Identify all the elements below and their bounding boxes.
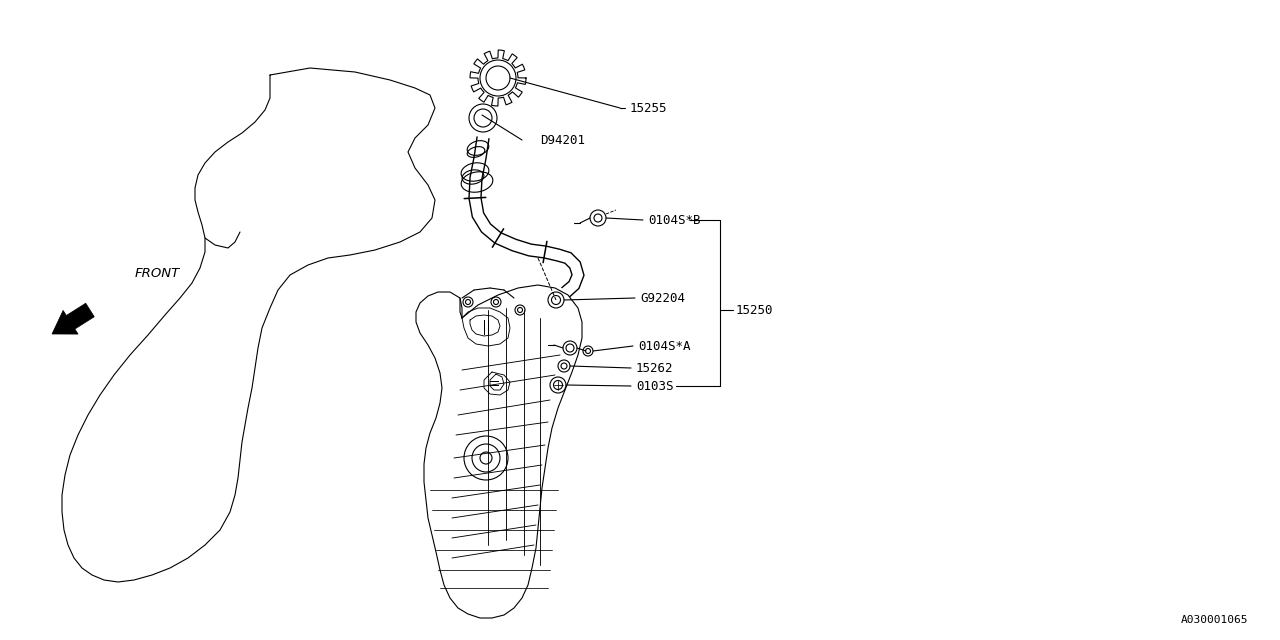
Text: FRONT: FRONT [134,267,180,280]
Text: A030001065: A030001065 [1180,615,1248,625]
Text: 15250: 15250 [736,303,773,317]
Text: 15255: 15255 [630,102,667,115]
Text: 15262: 15262 [636,362,673,374]
FancyArrow shape [52,303,95,334]
Text: 0104S*B: 0104S*B [648,214,700,227]
Text: 0104S*A: 0104S*A [637,339,690,353]
Text: 0103S: 0103S [636,380,673,392]
Text: G92204: G92204 [640,291,685,305]
Text: D94201: D94201 [540,134,585,147]
